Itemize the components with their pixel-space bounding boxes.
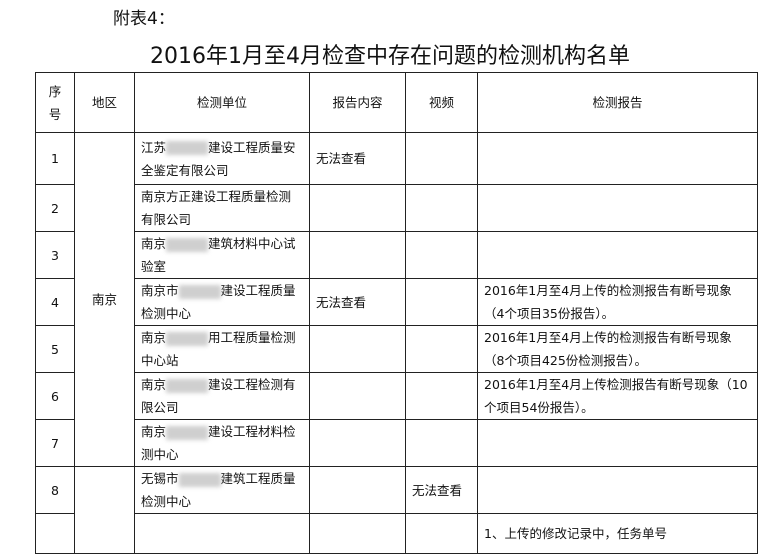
row-no: 7 (35, 419, 75, 467)
row-no (35, 513, 75, 554)
row-no: 2 (35, 184, 75, 232)
row-no: 3 (35, 231, 75, 279)
unit-cell: 无锡市 建筑工程质量检测中心 (134, 466, 310, 514)
report-cell: 2016年1月至4月上传的检测报告有断号现象（4个项目35份报告）。 (477, 278, 758, 326)
content-cell: 无法查看 (309, 278, 406, 326)
header-video: 视频 (405, 72, 478, 133)
video-cell (405, 132, 478, 185)
table-row: 6 南京 建设工程检测有限公司 2016年1月至4月上传检测报告有断号现象（10个项目… (35, 372, 758, 420)
video-cell (405, 372, 478, 420)
row-no: 6 (35, 372, 75, 420)
video-cell: 无法查看 (405, 466, 478, 514)
table-row: 8 无锡市 建筑工程质量检测中心 无法查看 (35, 466, 758, 554)
video-cell (405, 419, 478, 467)
unit-cell: 南京 用工程质量检测中心站 (134, 325, 310, 373)
redacted-blur (166, 425, 209, 440)
header-no: 序号 (35, 72, 75, 133)
region-cell (74, 466, 135, 554)
row-no: 8 (35, 466, 75, 514)
header-unit: 检测单位 (134, 72, 310, 133)
header-region: 地区 (74, 72, 135, 133)
region-cell: 南京 (74, 132, 135, 467)
video-cell (405, 278, 478, 326)
report-cell: 2016年1月至4月上传检测报告有断号现象（10个项目54份报告）。 (477, 372, 758, 420)
report-cell (477, 132, 758, 185)
content-cell (309, 466, 406, 514)
content-cell (309, 325, 406, 373)
header-content: 报告内容 (309, 72, 406, 133)
redacted-blur (166, 141, 209, 155)
document-title: 2016年1月至4月检查中存在问题的检测机构名单 (150, 44, 630, 69)
unit-cell: 南京方正建设工程质量检测有限公司 (134, 184, 310, 232)
table-row: 1 南京 江苏 建设工程质量安全鉴定有限公司 无法查看 (35, 132, 758, 467)
unit-cell: 南京 建筑材料中心试验室 (134, 231, 310, 279)
table-row: 7 南京 建设工程材料检测中心 (35, 419, 758, 467)
redacted-blur (166, 378, 209, 393)
content-cell (309, 419, 406, 467)
table-row: 5 南京 用工程质量检测中心站 2016年1月至4月上传的检测报告有断号现象（8个项目… (35, 325, 758, 373)
unit-cell: 南京 建设工程材料检测中心 (134, 419, 310, 467)
report-cell: 2016年1月至4月上传的检测报告有断号现象（8个项目425份检测报告）。 (477, 325, 758, 373)
header-report: 检测报告 (477, 72, 758, 133)
report-cell (477, 466, 758, 514)
report-cell (477, 419, 758, 467)
report-cell: 1、上传的修改记录中，任务单号 (477, 513, 758, 554)
table-row: 4 南京市 建设工程质量检测中心 无法查看 2016年1月至4月上传的检测报告有断号现象… (35, 278, 758, 326)
annex-label: 附表4： (113, 9, 175, 29)
report-cell (477, 231, 758, 279)
row-no: 4 (35, 278, 75, 326)
row-no: 5 (35, 325, 75, 373)
table-row: 3 南京 建筑材料中心试验室 (35, 231, 758, 279)
content-cell (309, 372, 406, 420)
institution-table: 序号 地区 检测单位 报告内容 视频 检测报告 1 南京 江苏 建设工程质量安全鉴定有… (35, 72, 758, 554)
redacted-blur (178, 472, 221, 487)
video-cell (405, 231, 478, 279)
redacted-blur (178, 284, 221, 299)
row-no: 1 (35, 132, 75, 185)
table-row: 1、上传的修改记录中，任务单号 (35, 513, 758, 554)
table-row: 2 南京方正建设工程质量检测有限公司 (35, 184, 758, 232)
header-row: 序号 地区 检测单位 报告内容 视频 检测报告 (35, 72, 758, 133)
unit-cell: 江苏 建设工程质量安全鉴定有限公司 (134, 132, 310, 185)
unit-cell: 南京市 建设工程质量检测中心 (134, 278, 310, 326)
content-cell: 无法查看 (309, 132, 406, 185)
report-cell (477, 184, 758, 232)
content-cell (309, 184, 406, 232)
content-cell (309, 513, 406, 554)
unit-cell (134, 513, 310, 554)
unit-cell: 南京 建设工程检测有限公司 (134, 372, 310, 420)
video-cell (405, 184, 478, 232)
video-cell (405, 513, 478, 554)
redacted-blur (166, 237, 209, 252)
redacted-blur (166, 331, 209, 346)
video-cell (405, 325, 478, 373)
content-cell (309, 231, 406, 279)
